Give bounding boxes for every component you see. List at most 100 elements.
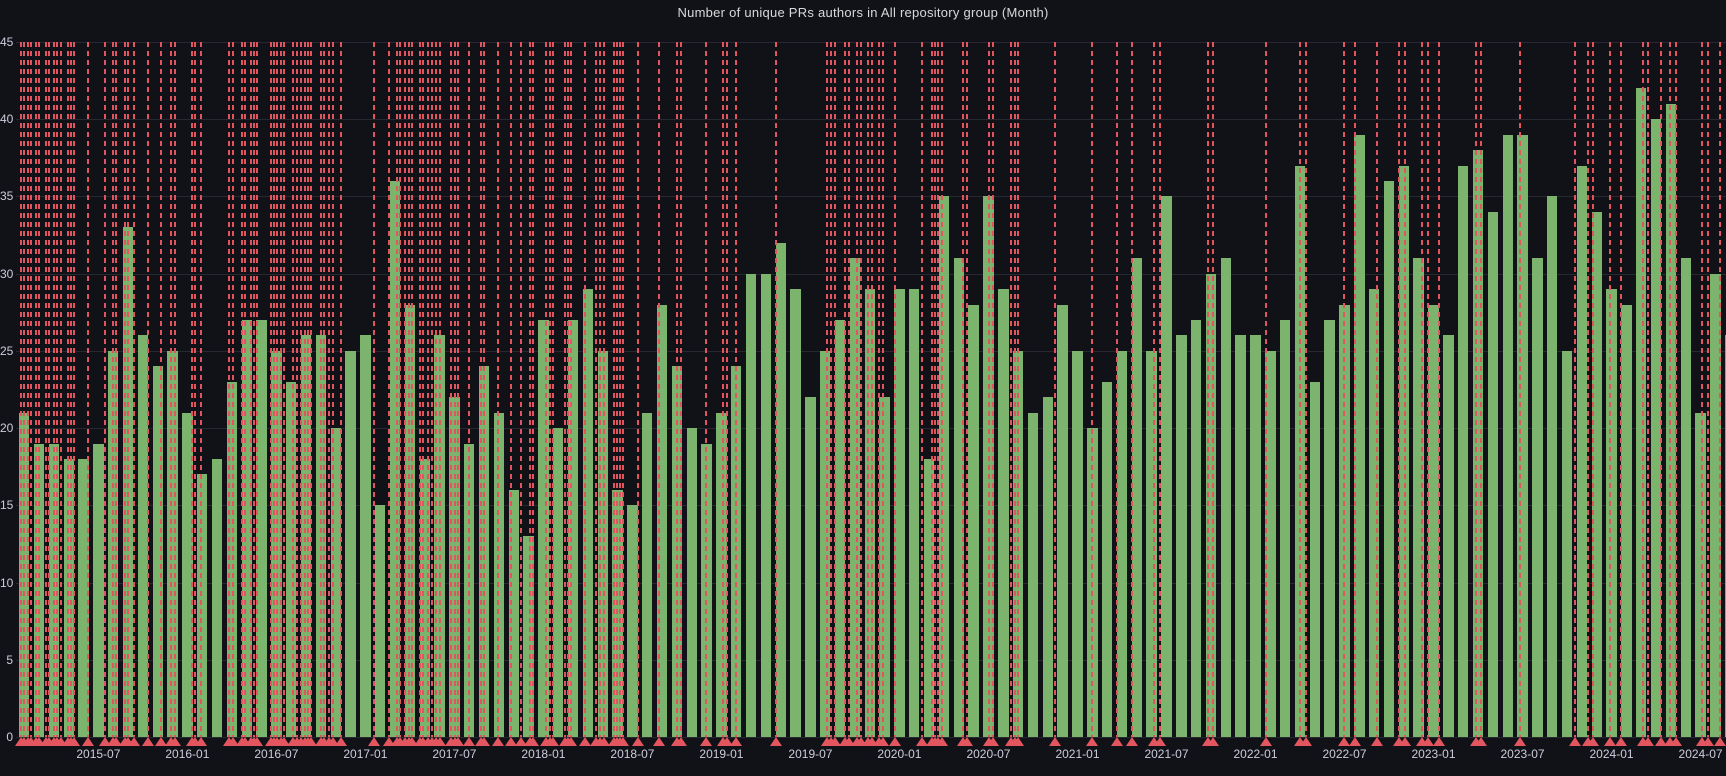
annotation-marker[interactable]	[1126, 737, 1138, 746]
bar-2021-03[interactable]	[1101, 381, 1113, 737]
bar-2016-08[interactable]	[286, 381, 297, 737]
annotation-marker[interactable]	[1642, 737, 1654, 746]
bar-2017-02[interactable]	[375, 505, 386, 737]
bar-2018-01[interactable]	[538, 320, 549, 737]
annotation-marker[interactable]	[730, 737, 742, 746]
annotation-marker[interactable]	[547, 737, 559, 746]
bar-2017-01[interactable]	[360, 335, 371, 737]
annotation-marker[interactable]	[1569, 737, 1581, 746]
annotation-marker[interactable]	[1702, 737, 1714, 746]
bar-2017-05[interactable]	[419, 459, 430, 737]
annotation-marker[interactable]	[866, 737, 878, 746]
annotation-marker[interactable]	[987, 737, 999, 746]
panel-title[interactable]: Number of unique PRs authors in All repo…	[677, 5, 1049, 20]
annotation-marker[interactable]	[1371, 737, 1383, 746]
bar-2024-02[interactable]	[1621, 304, 1632, 737]
annotation-marker[interactable]	[936, 737, 948, 746]
annotation-marker[interactable]	[632, 737, 644, 746]
bar-2022-12[interactable]	[1413, 258, 1424, 737]
annotation-marker[interactable]	[68, 737, 80, 746]
annotation-marker[interactable]	[675, 737, 687, 746]
annotation-marker[interactable]	[251, 737, 263, 746]
bar-2021-08[interactable]	[1176, 335, 1187, 737]
annotation-marker[interactable]	[227, 737, 239, 746]
annotation-marker[interactable]	[1049, 737, 1061, 746]
annotation-marker[interactable]	[721, 737, 733, 746]
bar-2015-10[interactable]	[137, 335, 149, 737]
bar-2015-12[interactable]	[167, 350, 178, 737]
annotation-marker[interactable]	[916, 737, 928, 746]
bar-2022-10[interactable]	[1383, 181, 1395, 737]
bar-2019-08[interactable]	[820, 350, 831, 737]
bar-2023-12[interactable]	[1591, 211, 1602, 737]
bar-2019-10[interactable]	[849, 258, 861, 737]
bar-2020-11[interactable]	[1042, 397, 1053, 737]
bar-2021-11[interactable]	[1220, 258, 1232, 737]
annotation-marker[interactable]	[1154, 737, 1166, 746]
annotation-marker[interactable]	[877, 737, 889, 746]
bar-2016-04[interactable]	[226, 381, 238, 737]
annotation-marker[interactable]	[327, 737, 339, 746]
bar-2021-10[interactable]	[1205, 273, 1217, 737]
annotation-marker[interactable]	[1615, 737, 1627, 746]
bar-2024-08[interactable]	[1710, 273, 1721, 737]
bar-2022-11[interactable]	[1398, 165, 1410, 737]
annotation-marker[interactable]	[527, 737, 539, 746]
annotation-marker[interactable]	[155, 737, 167, 746]
bar-2020-06[interactable]	[968, 304, 979, 737]
bar-2021-01[interactable]	[1072, 350, 1083, 737]
bar-2020-05[interactable]	[953, 258, 964, 737]
annotation-marker[interactable]	[565, 737, 577, 746]
bar-2021-06[interactable]	[1146, 350, 1157, 737]
annotation-marker[interactable]	[515, 737, 527, 746]
bar-2023-01[interactable]	[1428, 304, 1439, 737]
bar-2024-03[interactable]	[1636, 88, 1647, 737]
annotation-marker[interactable]	[406, 737, 418, 746]
bar-2022-01[interactable]	[1250, 335, 1261, 737]
bar-2018-02[interactable]	[553, 428, 564, 737]
annotation-marker[interactable]	[855, 737, 867, 746]
bar-2021-05[interactable]	[1131, 258, 1143, 737]
bar-2016-01[interactable]	[182, 412, 193, 737]
bar-2018-05[interactable]	[597, 350, 608, 737]
annotation-marker[interactable]	[1207, 737, 1219, 746]
bar-2022-08[interactable]	[1354, 134, 1365, 737]
annotation-marker[interactable]	[889, 737, 901, 746]
annotation-marker[interactable]	[278, 737, 290, 746]
annotation-marker[interactable]	[505, 737, 517, 746]
annotation-marker[interactable]	[770, 737, 782, 746]
annotation-marker[interactable]	[1399, 737, 1411, 746]
bar-2022-02[interactable]	[1265, 350, 1276, 737]
bar-2019-07[interactable]	[805, 397, 816, 737]
bar-2023-10[interactable]	[1561, 350, 1573, 737]
annotation-marker[interactable]	[383, 737, 395, 746]
annotation-marker[interactable]	[195, 737, 207, 746]
annotation-marker[interactable]	[1433, 737, 1445, 746]
bar-2023-06[interactable]	[1502, 134, 1513, 737]
bar-2019-09[interactable]	[834, 320, 846, 737]
bar-2017-11[interactable]	[508, 489, 519, 737]
annotation-marker[interactable]	[1604, 737, 1616, 746]
bar-2016-02[interactable]	[197, 474, 208, 737]
annotation-marker[interactable]	[82, 737, 94, 746]
annotation-marker[interactable]	[700, 737, 712, 746]
annotation-marker[interactable]	[1587, 737, 1599, 746]
bar-2016-09[interactable]	[300, 335, 312, 737]
bar-2024-01[interactable]	[1606, 289, 1617, 737]
bar-2023-08[interactable]	[1532, 258, 1543, 737]
annotation-marker[interactable]	[478, 737, 490, 746]
annotation-marker[interactable]	[368, 737, 380, 746]
bar-2021-09[interactable]	[1190, 320, 1202, 737]
bar-2015-11[interactable]	[152, 366, 163, 737]
bar-2018-08[interactable]	[642, 412, 653, 737]
bar-2018-09[interactable]	[656, 304, 668, 737]
annotation-marker[interactable]	[434, 737, 446, 746]
annotation-marker[interactable]	[33, 737, 45, 746]
bar-2016-03[interactable]	[211, 459, 223, 737]
bar-2022-03[interactable]	[1279, 320, 1291, 737]
bar-2023-11[interactable]	[1576, 165, 1588, 737]
annotation-marker[interactable]	[169, 737, 181, 746]
annotation-marker[interactable]	[843, 737, 855, 746]
bar-2020-03[interactable]	[923, 459, 935, 737]
annotation-marker[interactable]	[1422, 737, 1434, 746]
